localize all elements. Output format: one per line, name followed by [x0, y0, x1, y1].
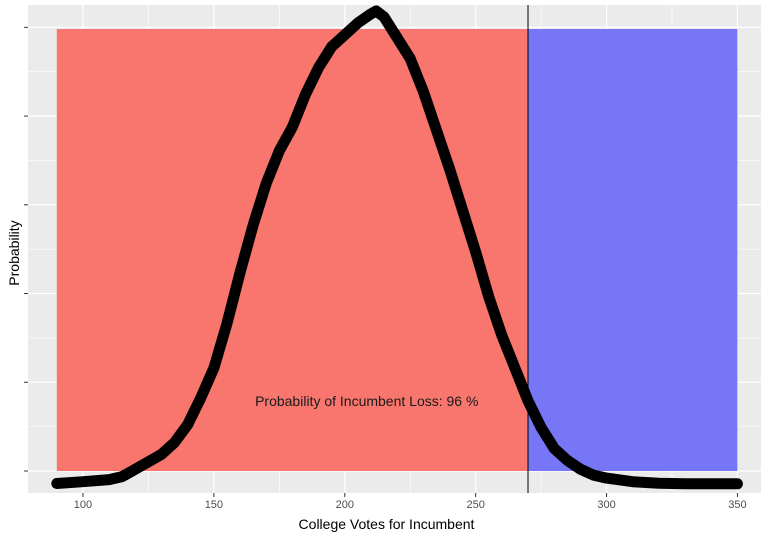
x-axis-title: College Votes for Incumbent	[299, 516, 475, 532]
x-tick-label: 200	[336, 499, 354, 511]
loss-probability-annotation: Probability of Incumbent Loss: 96 %	[255, 393, 478, 409]
x-axis-ticks: 100 150 200 250 300 350	[74, 493, 747, 511]
x-tick-label: 100	[74, 499, 92, 511]
x-tick-label: 350	[728, 499, 746, 511]
win-region	[528, 29, 738, 471]
density-curve	[51, 5, 743, 490]
x-tick-label: 300	[597, 499, 615, 511]
x-tick-label: 250	[466, 499, 484, 511]
y-axis-ticks	[24, 26, 28, 472]
loss-region	[56, 29, 529, 471]
x-tick-label: 150	[205, 499, 223, 511]
y-axis-title: Probability	[6, 220, 22, 285]
